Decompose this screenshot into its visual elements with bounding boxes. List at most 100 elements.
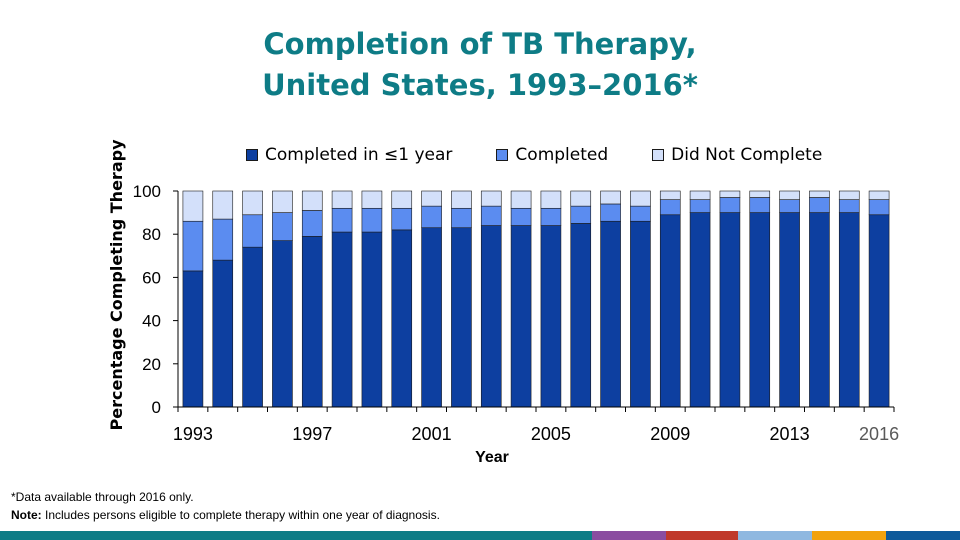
bar-completed-1yr-2008 bbox=[630, 220, 651, 408]
bar-completed-1yr-1997 bbox=[301, 236, 323, 408]
bar-did-not-complete-2004 bbox=[510, 190, 532, 209]
bar-completed-2002 bbox=[451, 207, 472, 229]
bar-completed-1yr-2004 bbox=[510, 225, 532, 408]
bar-completed-2013 bbox=[779, 199, 800, 213]
bar-completed-1yr-2016 bbox=[868, 214, 890, 408]
bar-did-not-complete-1993 bbox=[182, 190, 204, 222]
bar-completed-1yr-2013 bbox=[779, 212, 800, 408]
footnote-note: Note: Includes persons eligible to compl… bbox=[11, 506, 440, 524]
bar-did-not-complete-1998 bbox=[331, 190, 353, 209]
bar-completed-2010 bbox=[689, 199, 711, 213]
bar-completed-1yr-2009 bbox=[659, 214, 681, 408]
bar-completed-1yr-2012 bbox=[749, 212, 771, 408]
bar-did-not-complete-1999 bbox=[361, 190, 383, 209]
note-label: Note: bbox=[11, 508, 42, 522]
legend-label-completed-1yr: Completed in ≤1 year bbox=[265, 145, 453, 165]
bar-completed-1yr-2002 bbox=[451, 227, 472, 408]
bar-completed-1yr-2005 bbox=[540, 225, 562, 408]
bar-completed-2016 bbox=[868, 199, 890, 216]
legend: Completed in ≤1 year Completed Did Not C… bbox=[246, 144, 866, 166]
bar-completed-1yr-1994 bbox=[212, 259, 234, 408]
bar-completed-1yr-2003 bbox=[480, 225, 502, 408]
bar-did-not-complete-2011 bbox=[719, 190, 741, 198]
bar-did-not-complete-2014 bbox=[809, 190, 830, 198]
y-tick-label-60: 60 bbox=[142, 268, 161, 287]
bar-did-not-complete-2016 bbox=[868, 190, 890, 200]
bar-completed-2004 bbox=[510, 207, 532, 226]
x-tick-label-2001: 2001 bbox=[412, 424, 452, 444]
bar-did-not-complete-1994 bbox=[212, 190, 234, 220]
bottom-bar-segment bbox=[886, 531, 960, 540]
bar-completed-1yr-2000 bbox=[391, 229, 413, 408]
bottom-bar-segment bbox=[0, 531, 592, 540]
bar-completed-1yr-1998 bbox=[331, 231, 353, 408]
bar-did-not-complete-1997 bbox=[301, 190, 323, 211]
bar-completed-2012 bbox=[749, 197, 771, 213]
bar-completed-2007 bbox=[600, 203, 621, 222]
y-tick-label-0: 0 bbox=[152, 398, 161, 417]
bar-completed-2014 bbox=[809, 197, 830, 213]
bar-completed-1996 bbox=[272, 212, 293, 241]
legend-item-did-not-complete: Did Not Complete bbox=[652, 145, 822, 165]
bar-completed-2006 bbox=[570, 205, 592, 224]
bar-completed-1998 bbox=[331, 207, 353, 233]
bar-did-not-complete-2001 bbox=[421, 190, 442, 207]
bar-completed-2015 bbox=[838, 199, 860, 213]
x-tick-label-2013: 2013 bbox=[770, 424, 810, 444]
y-tick-label-80: 80 bbox=[142, 225, 161, 244]
bar-completed-1994 bbox=[212, 218, 234, 261]
y-tick-label-40: 40 bbox=[142, 312, 161, 331]
bar-completed-1yr-2015 bbox=[838, 212, 860, 408]
bottom-color-bar bbox=[0, 531, 960, 540]
bar-completed-1yr-1999 bbox=[361, 231, 383, 408]
bar-did-not-complete-2012 bbox=[749, 190, 771, 198]
bar-completed-1997 bbox=[301, 210, 323, 237]
y-axis-label: Percentage Completing Therapy bbox=[107, 139, 126, 431]
y-tick-label-100: 100 bbox=[133, 182, 161, 201]
bar-did-not-complete-2010 bbox=[689, 190, 711, 200]
footnote-data-availability: *Data available through 2016 only. bbox=[11, 490, 194, 504]
bar-completed-1yr-2006 bbox=[570, 223, 592, 408]
bar-did-not-complete-2002 bbox=[451, 190, 472, 209]
bottom-bar-segment bbox=[592, 531, 666, 540]
legend-item-completed: Completed bbox=[496, 145, 608, 165]
bar-completed-1yr-1995 bbox=[242, 246, 263, 408]
bar-completed-1yr-1993 bbox=[182, 270, 204, 408]
bar-completed-1995 bbox=[242, 214, 263, 248]
bar-completed-1yr-2001 bbox=[421, 227, 442, 408]
legend-swatch-did-not-complete bbox=[652, 149, 665, 161]
bar-completed-1yr-2010 bbox=[689, 212, 711, 408]
legend-label-completed: Completed bbox=[515, 145, 609, 165]
bar-completed-2001 bbox=[421, 205, 442, 229]
x-axis-label: Year bbox=[475, 449, 509, 466]
bars-group bbox=[182, 190, 890, 408]
bar-completed-1999 bbox=[361, 207, 383, 233]
footnotes: *Data available through 2016 only. Note:… bbox=[11, 488, 440, 524]
bar-completed-1yr-2014 bbox=[809, 212, 830, 408]
bar-did-not-complete-2000 bbox=[391, 190, 413, 209]
y-tick-label-20: 20 bbox=[142, 355, 161, 374]
bar-did-not-complete-1995 bbox=[242, 190, 263, 216]
bottom-bar-segment bbox=[738, 531, 812, 540]
legend-swatch-completed bbox=[496, 149, 509, 161]
bar-completed-2005 bbox=[540, 207, 562, 226]
bar-completed-1993 bbox=[182, 220, 204, 272]
bar-did-not-complete-2008 bbox=[630, 190, 651, 207]
bottom-bar-segment bbox=[666, 531, 738, 540]
bar-completed-1yr-2007 bbox=[600, 220, 621, 408]
bottom-bar-segment bbox=[812, 531, 886, 540]
bar-completed-1yr-2011 bbox=[719, 212, 741, 408]
bar-completed-2009 bbox=[659, 199, 681, 216]
bar-did-not-complete-2005 bbox=[540, 190, 562, 209]
bar-did-not-complete-2007 bbox=[600, 190, 621, 205]
legend-label-did-not-complete: Did Not Complete bbox=[671, 145, 823, 165]
bar-did-not-complete-2015 bbox=[838, 190, 860, 200]
bar-did-not-complete-2003 bbox=[480, 190, 502, 207]
bar-completed-2003 bbox=[480, 205, 502, 226]
bar-completed-2008 bbox=[630, 205, 651, 222]
bar-completed-2011 bbox=[719, 197, 741, 213]
axes-group: 0 20 40 60 80 100 1993 1997 2001 2005 2009 2013 2016 bbox=[133, 182, 899, 444]
title-line-2: United States, 1993–2016* bbox=[262, 68, 698, 102]
note-text: Includes persons eligible to complete th… bbox=[41, 508, 440, 522]
